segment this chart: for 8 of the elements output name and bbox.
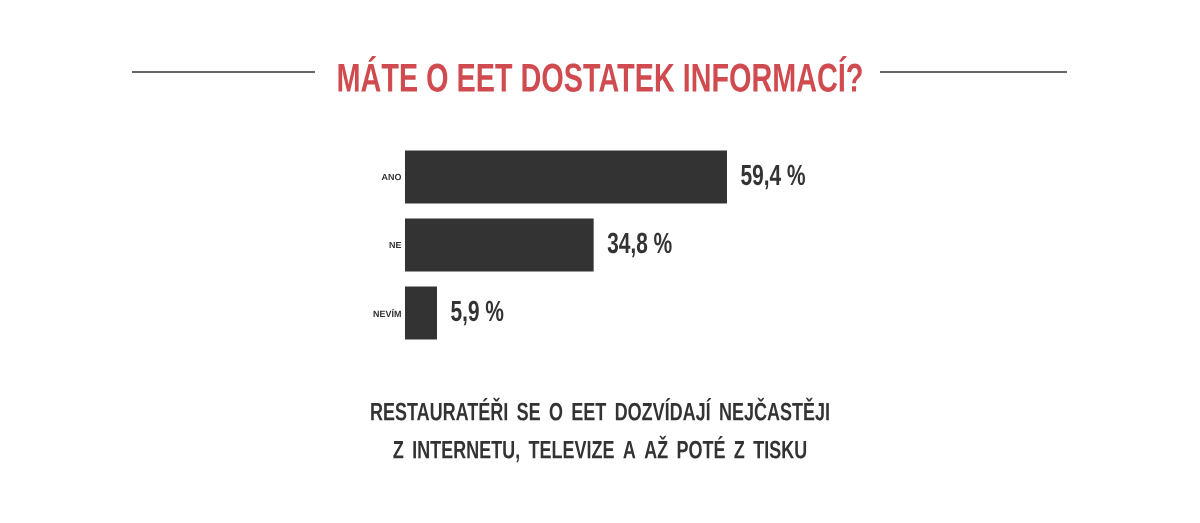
- data-label: 34,8 %: [607, 232, 672, 258]
- data-label: 59,4 %: [741, 164, 805, 190]
- y-tick-label: NE: [389, 241, 402, 249]
- y-tick-label: ANO: [381, 173, 402, 181]
- y-tick-label: NEVÍM: [373, 309, 401, 317]
- text: RESTAURATÉŘI SE O EET DOZVÍDAJÍ NEJČASTĚJI Z INTERNETU, TELEVIZE A AŽ POTÉ Z TISKU: [371, 397, 829, 463]
- chart-title: MÁTE O EET DOSTATEK INFORMACÍ?: [338, 56, 862, 92]
- data-label: 5,9 %: [451, 300, 504, 326]
